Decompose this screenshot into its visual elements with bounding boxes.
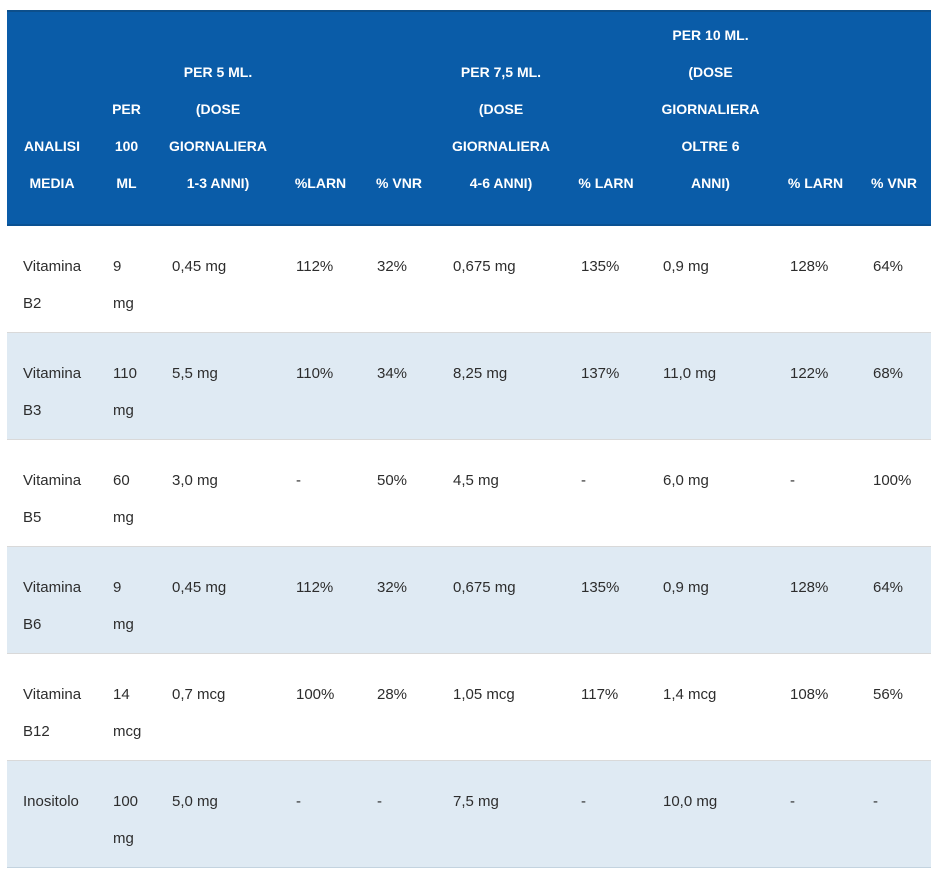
cell: 0,7 mcg	[172, 686, 226, 703]
cell: 110%	[296, 365, 334, 382]
cell: Vitamina B2	[23, 258, 82, 312]
cell: 100 mg	[113, 793, 139, 847]
table-row-vitamina-b12: Vitamina B12 14 mcg 0,7 mcg 100% 28% 1,0…	[7, 653, 931, 761]
cell: 8,25 mg	[453, 365, 508, 382]
cell: 0,675 mg	[453, 579, 516, 596]
nutrition-table-wrapper: ANALISI MEDIA PER 100 ML PER 5 ML. (DOSE…	[7, 10, 931, 868]
cell: 7,5 mg	[453, 793, 499, 810]
cell: 112%	[296, 579, 334, 596]
cell: 0,675 mg	[453, 258, 516, 275]
cell: 128%	[790, 258, 829, 275]
cell: -	[581, 793, 586, 810]
cell: 0,9 mg	[663, 579, 709, 596]
cell: 34%	[377, 365, 408, 382]
cell: 9 mg	[113, 579, 134, 633]
cell: 5,5 mg	[172, 365, 218, 382]
cell: 0,45 mg	[172, 258, 227, 275]
cell: 5,0 mg	[172, 793, 218, 810]
cell: 32%	[377, 579, 408, 596]
cell: -	[296, 793, 301, 810]
cell: 6,0 mg	[663, 472, 709, 489]
cell: 112%	[296, 258, 334, 275]
cell: 1,05 mcg	[453, 686, 515, 703]
table-row-vitamina-b3: Vitamina B3 110 mg 5,5 mg 110% 34% 8,25 …	[7, 332, 931, 440]
cell: 64%	[873, 579, 904, 596]
cell: Inositolo	[23, 793, 79, 810]
header-cell-per-5-ml: PER 5 ML. (DOSE GIORNALIERA 1-3 ANNI)	[169, 64, 267, 191]
cell: 68%	[873, 365, 904, 382]
header-cell-vnr-2: % VNR	[871, 175, 917, 191]
header-cell-analisi-media: ANALISI MEDIA	[24, 138, 80, 191]
header-cell-larn-1: %LARN	[294, 175, 347, 191]
cell: 32%	[377, 258, 408, 275]
header-cell-per-7-5-ml: PER 7,5 ML. (DOSE GIORNALIERA 4-6 ANNI)	[452, 64, 550, 191]
cell: 135%	[581, 579, 620, 596]
cell: 4,5 mg	[453, 472, 499, 489]
cell: 0,45 mg	[172, 579, 227, 596]
cell: Vitamina B12	[23, 686, 82, 740]
nutrition-table: ANALISI MEDIA PER 100 ML PER 5 ML. (DOSE…	[7, 10, 931, 868]
cell: -	[790, 793, 795, 810]
cell: 14 mcg	[113, 686, 142, 740]
header-cell-vnr-1: % VNR	[376, 175, 422, 191]
cell: 11,0 mg	[663, 365, 717, 382]
cell: 108%	[790, 686, 829, 703]
cell: 137%	[581, 365, 620, 382]
cell: -	[873, 793, 878, 810]
cell: 135%	[581, 258, 620, 275]
cell: Vitamina B6	[23, 579, 82, 633]
cell: 110 mg	[113, 365, 137, 419]
table-row-inositolo: Inositolo 100 mg 5,0 mg - - 7,5 mg - 10,…	[7, 760, 931, 868]
cell: 9 mg	[113, 258, 134, 312]
cell: Vitamina B5	[23, 472, 82, 526]
cell: -	[581, 472, 586, 489]
cell: 28%	[377, 686, 408, 703]
cell: 3,0 mg	[172, 472, 218, 489]
cell: -	[377, 793, 382, 810]
table-row-vitamina-b6: Vitamina B6 9 mg 0,45 mg 112% 32% 0,675 …	[7, 546, 931, 654]
cell: 50%	[377, 472, 408, 489]
cell: 117%	[581, 686, 619, 703]
cell: 100%	[296, 686, 335, 703]
header-cell-larn-3: % LARN	[787, 175, 844, 191]
cell: 1,4 mcg	[663, 686, 717, 703]
cell: 128%	[790, 579, 829, 596]
cell: 64%	[873, 258, 904, 275]
cell: 100%	[873, 472, 912, 489]
cell: -	[296, 472, 301, 489]
header-cell-larn-2: % LARN	[578, 175, 634, 191]
cell: 0,9 mg	[663, 258, 709, 275]
cell: 10,0 mg	[663, 793, 718, 810]
cell: 56%	[873, 686, 904, 703]
header-cell-per-100-ml: PER 100 ML	[112, 101, 141, 191]
cell: 122%	[790, 365, 829, 382]
cell: Vitamina B3	[23, 365, 82, 419]
header-row: ANALISI MEDIA PER 100 ML PER 5 ML. (DOSE…	[7, 11, 931, 225]
cell: 60 mg	[113, 472, 134, 526]
header-cell-per-10-ml: PER 10 ML. (DOSE GIORNALIERA OLTRE 6 ANN…	[661, 27, 760, 191]
table-row-vitamina-b2: Vitamina B2 9 mg 0,45 mg 112% 32% 0,675 …	[7, 225, 931, 333]
table-row-vitamina-b5: Vitamina B5 60 mg 3,0 mg - 50% 4,5 mg - …	[7, 439, 931, 547]
cell: -	[790, 472, 795, 489]
